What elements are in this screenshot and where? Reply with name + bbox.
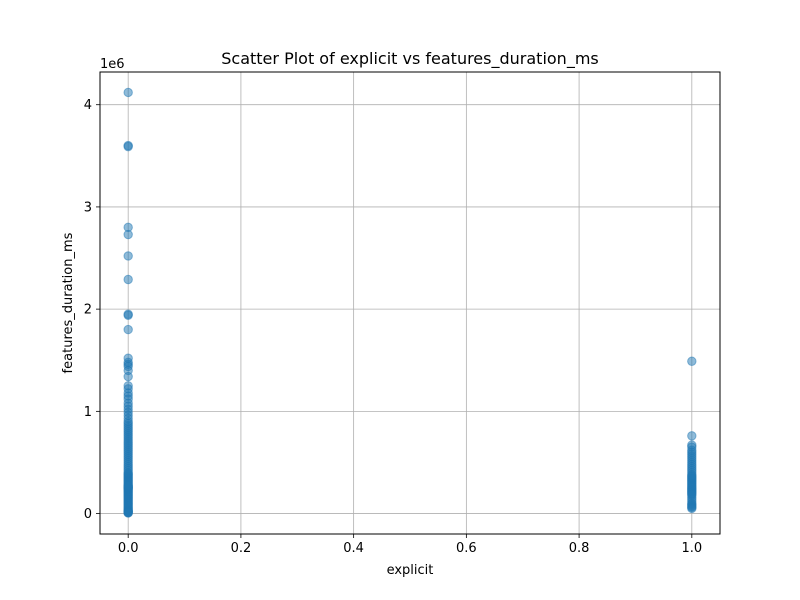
scatter-point <box>687 356 697 366</box>
scatter-point <box>123 251 133 261</box>
scatter-point <box>123 141 133 152</box>
scatter-point <box>123 371 133 382</box>
scatter-point <box>123 508 133 518</box>
data-points <box>123 87 697 518</box>
y-tick-label: 4 <box>84 98 92 113</box>
x-tick-label: 1.0 <box>681 541 702 556</box>
scatter-point <box>123 310 133 320</box>
scatter-point <box>687 489 697 499</box>
chart-title: Scatter Plot of explicit vs features_dur… <box>221 49 598 69</box>
grid-lines <box>100 72 720 534</box>
y-tick-label: 1 <box>84 405 92 420</box>
axis-ticks: 0.0 0.2 0.4 0.6 0.8 1.0 0 1 2 3 4 <box>84 98 702 556</box>
y-axis-offset-text: 1e6 <box>100 57 125 72</box>
scatter-point <box>687 471 697 481</box>
y-tick-label: 3 <box>84 200 92 215</box>
plot-area-frame <box>99 71 721 535</box>
y-tick-label: 2 <box>84 303 92 318</box>
x-tick-label: 0.8 <box>569 541 590 556</box>
scatter-point <box>123 87 133 98</box>
scatter-point <box>687 431 697 441</box>
scatter-point <box>123 480 133 491</box>
scatter-point <box>123 324 133 335</box>
x-tick-label: 0.2 <box>231 541 252 556</box>
x-tick-label: 0.0 <box>118 541 139 556</box>
scatter-point <box>123 274 133 285</box>
x-axis-label: explicit <box>387 563 434 578</box>
scatter-point <box>123 229 133 240</box>
x-tick-label: 0.4 <box>343 541 364 556</box>
scatter-point <box>687 503 697 514</box>
y-tick-label: 0 <box>84 507 92 522</box>
y-axis-label: features_duration_ms <box>61 232 76 373</box>
x-tick-label: 0.6 <box>456 541 477 556</box>
